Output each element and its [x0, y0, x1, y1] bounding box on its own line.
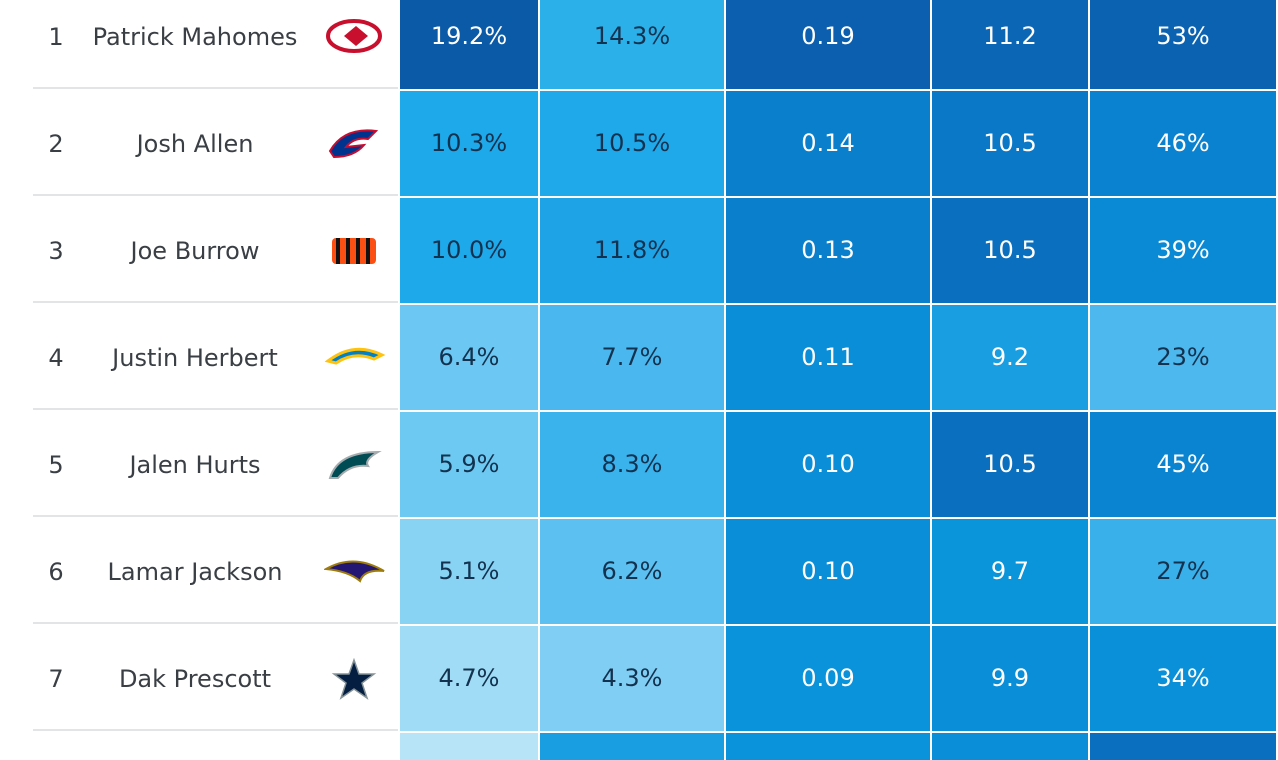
stat-cell: 10.5: [932, 411, 1090, 519]
team-logo: [328, 129, 379, 159]
cell: [540, 731, 726, 760]
stat-cell: 23%: [1090, 304, 1278, 412]
stat-cell: 0.13: [726, 197, 932, 305]
stat-cell: 5.9%: [400, 411, 540, 519]
rank: 3: [48, 237, 64, 265]
stat-cell: 4.3%: [540, 625, 726, 733]
stat-cell: 0.14: [726, 90, 932, 198]
rank: 1: [48, 23, 64, 51]
row-separator: [33, 408, 398, 410]
stat-cell: 27%: [1090, 518, 1278, 626]
team-logo: [324, 560, 385, 583]
player-name: Justin Herbert: [112, 344, 278, 372]
stat-cell: 46%: [1090, 90, 1278, 198]
stat-cell: 14.3%: [540, 0, 726, 91]
row-separator: [33, 194, 398, 196]
rank: 7: [48, 665, 64, 693]
team-logo: [332, 238, 376, 264]
row-separator: [33, 515, 398, 517]
stat-cell: 34%: [1090, 625, 1278, 733]
stat-cell: 5.1%: [400, 518, 540, 626]
stat-cell: 10.5: [932, 197, 1090, 305]
row-separator: [33, 622, 398, 624]
stat-cell: 6.2%: [540, 518, 726, 626]
row-separator: [33, 301, 398, 303]
team-logo: [326, 19, 382, 53]
row-separator: [33, 729, 398, 731]
player-name: Joe Burrow: [130, 237, 260, 265]
cell: [726, 731, 932, 760]
player-name: Patrick Mahomes: [92, 23, 298, 51]
stat-cell: 19.2%: [400, 0, 540, 91]
stat-cell: 45%: [1090, 411, 1278, 519]
team-logo: [324, 347, 386, 365]
team-logo: [331, 658, 377, 700]
player-name: Josh Allen: [136, 130, 254, 158]
stat-cell: 9.9: [932, 625, 1090, 733]
stat-cell: 9.2: [932, 304, 1090, 412]
stat-cell: 10.0%: [400, 197, 540, 305]
stat-cell: 0.19: [726, 0, 932, 91]
team-logo: [328, 450, 382, 479]
stat-cell: 0.11: [726, 304, 932, 412]
stat-cell: 7.7%: [540, 304, 726, 412]
cell: [932, 731, 1090, 760]
stat-cell: 9.7: [932, 518, 1090, 626]
cell: [400, 731, 540, 760]
stat-cell: 0.09: [726, 625, 932, 733]
stat-cell: 0.10: [726, 411, 932, 519]
stat-cell: 39%: [1090, 197, 1278, 305]
rank: 5: [48, 451, 64, 479]
player-name: Lamar Jackson: [107, 558, 283, 586]
player-name: Dak Prescott: [118, 665, 272, 693]
player-name: Jalen Hurts: [129, 451, 261, 479]
stat-cell: 8.3%: [540, 411, 726, 519]
stat-cell: 10.5%: [540, 90, 726, 198]
stat-cell: 10.3%: [400, 90, 540, 198]
stat-cell: 6.4%: [400, 304, 540, 412]
cell: [1090, 731, 1278, 760]
stat-cell: 11.2: [932, 0, 1090, 91]
stat-cell: 11.8%: [540, 197, 726, 305]
stat-cell: 53%: [1090, 0, 1278, 91]
rank: 4: [48, 344, 64, 372]
stat-cell: 10.5: [932, 90, 1090, 198]
stat-cell: 4.7%: [400, 625, 540, 733]
stat-cell: 0.10: [726, 518, 932, 626]
rank: 2: [48, 130, 64, 158]
rank: 6: [48, 558, 64, 586]
row-separator: [33, 87, 398, 89]
